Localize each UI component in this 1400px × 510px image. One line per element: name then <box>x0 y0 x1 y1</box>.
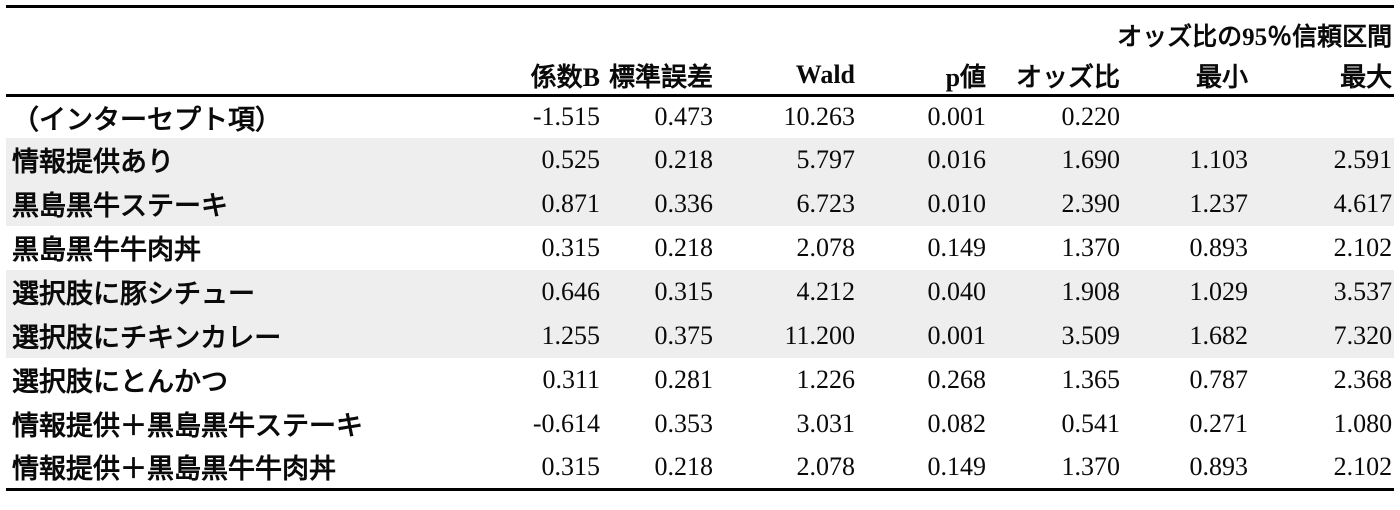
cell-std-error: 0.353 <box>654 408 714 438</box>
table-row: 情報提供＋黒島黒牛ステーキ -0.614 0.353 3.031 0.082 0… <box>6 401 1395 446</box>
cell-odds-ratio: 0.541 <box>1061 408 1121 438</box>
cell-odds-ratio: 1.370 <box>1061 232 1121 262</box>
cell-std-error: 0.375 <box>654 320 714 350</box>
table-row: 情報提供あり 0.525 0.218 5.797 0.016 1.690 1.1… <box>6 137 1395 182</box>
cell-coefficient: 1.255 <box>541 320 601 350</box>
column-header-ci-max: 最大 <box>1340 62 1393 92</box>
cell-coefficient: 0.646 <box>541 276 601 306</box>
cell-odds-ratio: 1.690 <box>1061 144 1121 174</box>
cell-ci-max: 7.320 <box>1333 320 1393 350</box>
cell-ci-max: 4.617 <box>1333 188 1393 218</box>
cell-ci-min: 1.237 <box>1189 188 1249 218</box>
cell-ci-min <box>1122 95 1250 138</box>
cell-coefficient: 0.311 <box>542 364 600 394</box>
cell-ci-min: 0.893 <box>1189 451 1249 481</box>
cell-std-error: 0.336 <box>654 188 714 218</box>
column-header-odds-ratio: オッズ比 <box>1016 62 1121 92</box>
cell-wald: 3.031 <box>796 408 856 438</box>
row-label: 情報提供あり <box>12 147 174 177</box>
cell-wald: 10.263 <box>783 102 856 131</box>
cell-p-value: 0.001 <box>927 320 987 350</box>
column-header-row: 係数B 標準誤差 Wald p値 オッズ比 最小 最大 <box>6 57 1394 96</box>
column-header-wald: Wald <box>795 60 855 89</box>
cell-p-value: 0.268 <box>927 364 987 394</box>
regression-results-table: オッズ比の95％信頼区間 係数B 標準誤差 Wald p値 オッズ比 最小 最大… <box>6 5 1395 491</box>
cell-p-value: 0.001 <box>927 102 987 131</box>
ci-span-spacer <box>6 7 988 57</box>
cell-ci-max <box>1250 95 1394 138</box>
table-row: 情報提供＋黒島黒牛牛肉丼 0.315 0.218 2.078 0.149 1.3… <box>6 445 1395 490</box>
cell-ci-max: 2.591 <box>1333 144 1393 174</box>
cell-odds-ratio: 0.220 <box>1061 102 1121 131</box>
cell-coefficient: -1.515 <box>532 102 600 131</box>
cell-coefficient: 0.315 <box>541 451 601 481</box>
cell-odds-ratio: 2.390 <box>1061 188 1121 218</box>
cell-ci-min: 0.787 <box>1189 364 1249 394</box>
cell-odds-ratio: 1.908 <box>1061 276 1121 306</box>
cell-p-value: 0.016 <box>927 144 987 174</box>
cell-coefficient: -0.614 <box>532 408 600 438</box>
table-row: 黒島黒牛牛肉丼 0.315 0.218 2.078 0.149 1.370 0.… <box>6 225 1395 270</box>
row-label: 選択肢に豚シチュー <box>12 279 255 309</box>
cell-ci-max: 2.102 <box>1333 232 1393 262</box>
row-label: 情報提供＋黒島黒牛牛肉丼 <box>12 454 336 485</box>
cell-odds-ratio: 3.509 <box>1061 320 1121 350</box>
table-row: 選択肢に豚シチュー 0.646 0.315 4.212 0.040 1.908 … <box>6 269 1395 314</box>
cell-ci-min: 1.682 <box>1189 320 1249 350</box>
table-row: （インターセプト項） -1.515 0.473 10.263 0.001 0.2… <box>6 95 1395 138</box>
column-header-std-error: 標準誤差 <box>608 62 713 92</box>
cell-ci-max: 3.537 <box>1333 276 1393 306</box>
cell-wald: 11.200 <box>784 320 855 350</box>
cell-wald: 1.226 <box>796 364 856 394</box>
cell-ci-min: 0.893 <box>1189 232 1249 262</box>
cell-odds-ratio: 1.370 <box>1061 451 1121 481</box>
cell-coefficient: 0.525 <box>541 144 601 174</box>
cell-wald: 6.723 <box>796 188 856 218</box>
table-row: 選択肢にチキンカレー 1.255 0.375 11.200 0.001 3.50… <box>6 313 1395 358</box>
cell-ci-min: 0.271 <box>1189 408 1249 438</box>
cell-coefficient: 0.871 <box>541 188 601 218</box>
cell-std-error: 0.281 <box>654 364 714 394</box>
cell-std-error: 0.218 <box>654 451 714 481</box>
table-row: 黒島黒牛ステーキ 0.871 0.336 6.723 0.010 2.390 1… <box>6 181 1395 226</box>
ci-span-header: オッズ比の95％信頼区間 <box>1117 23 1393 51</box>
table-header: オッズ比の95％信頼区間 係数B 標準誤差 Wald p値 オッズ比 最小 最大 <box>6 7 1395 96</box>
cell-coefficient: 0.315 <box>541 232 601 262</box>
cell-odds-ratio: 1.365 <box>1061 364 1121 394</box>
column-header-variable <box>6 57 448 96</box>
row-label: 選択肢にチキンカレー <box>12 323 282 353</box>
table-row: 選択肢にとんかつ 0.311 0.281 1.226 0.268 1.365 0… <box>6 357 1395 402</box>
cell-p-value: 0.040 <box>927 276 987 306</box>
cell-ci-min: 1.029 <box>1189 276 1249 306</box>
column-header-p-value: p値 <box>945 62 987 92</box>
cell-wald: 2.078 <box>796 451 856 481</box>
column-header-ci-min: 最小 <box>1196 62 1249 92</box>
cell-p-value: 0.149 <box>927 232 987 262</box>
ci-span-row: オッズ比の95％信頼区間 <box>6 7 1394 57</box>
cell-std-error: 0.315 <box>654 276 714 306</box>
regression-table-container: オッズ比の95％信頼区間 係数B 標準誤差 Wald p値 オッズ比 最小 最大… <box>6 5 1395 491</box>
row-label: 黒島黒牛牛肉丼 <box>12 235 201 265</box>
cell-std-error: 0.218 <box>654 144 714 174</box>
table-body: （インターセプト項） -1.515 0.473 10.263 0.001 0.2… <box>6 95 1395 490</box>
cell-p-value: 0.082 <box>927 408 987 438</box>
column-header-coefficient: 係数B <box>530 62 600 92</box>
row-label: 選択肢にとんかつ <box>12 367 228 397</box>
row-label: 情報提供＋黒島黒牛ステーキ <box>12 411 363 441</box>
cell-ci-max: 1.080 <box>1333 408 1393 438</box>
cell-ci-min: 1.103 <box>1189 144 1249 174</box>
cell-ci-max: 2.368 <box>1333 364 1393 394</box>
cell-p-value: 0.010 <box>927 188 987 218</box>
cell-ci-max: 2.102 <box>1333 451 1393 481</box>
row-label: 黒島黒牛ステーキ <box>12 191 228 221</box>
cell-std-error: 0.473 <box>654 102 714 131</box>
cell-p-value: 0.149 <box>927 451 987 481</box>
row-label: （インターセプト項） <box>12 104 282 135</box>
cell-std-error: 0.218 <box>654 232 714 262</box>
cell-wald: 4.212 <box>796 276 856 306</box>
cell-wald: 2.078 <box>796 232 856 262</box>
cell-wald: 5.797 <box>796 144 856 174</box>
